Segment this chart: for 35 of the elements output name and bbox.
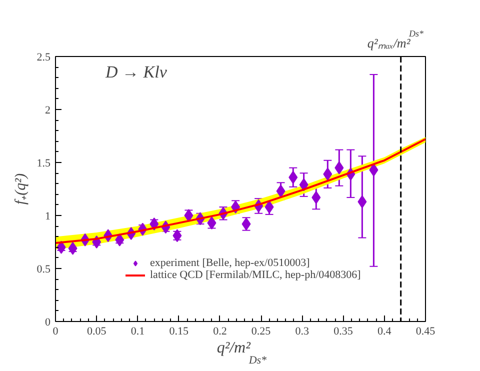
point <box>312 190 321 204</box>
point <box>68 242 78 255</box>
x-tick-label: 0.05 <box>86 326 107 338</box>
x-axis-title: q²/m²Ds* <box>216 340 268 366</box>
x-tick-label: 0.1 <box>130 326 145 338</box>
y-tick-label: 1.5 <box>36 158 51 170</box>
point <box>276 184 286 198</box>
y-tick-label: 2.5 <box>36 52 51 64</box>
x-tick-label: 0.35 <box>334 326 354 338</box>
point <box>288 170 298 184</box>
x-tick-label: 0.4 <box>378 326 392 338</box>
x-tick-label: 0.25 <box>251 326 272 338</box>
point <box>334 161 344 174</box>
point <box>184 209 194 222</box>
y-axis-title: f₊(q²) <box>12 173 29 205</box>
x-tick-label: 0.15 <box>169 326 189 338</box>
ref-line-label: q²ₘₐₓ/m²Ds* <box>367 28 424 50</box>
point <box>358 195 367 208</box>
y-tick-label: 0 <box>45 316 51 328</box>
point <box>115 233 124 246</box>
x-tick-label: 0.2 <box>213 326 227 338</box>
legend-label: lattice QCD [Fermilab/MILC, hep-ph/0408306] <box>150 269 361 281</box>
y-tick-label: 0.5 <box>36 264 51 276</box>
x-tick-label: 0 <box>52 326 59 338</box>
x-tick-label: 0.45 <box>416 326 436 338</box>
point <box>369 163 378 176</box>
point <box>56 240 66 254</box>
y-tick-label: 1 <box>45 210 50 222</box>
x-tick-label: 0.3 <box>295 326 310 338</box>
legend-label: experiment [Belle, hep-ex/0510003] <box>150 257 310 269</box>
point <box>172 229 182 242</box>
annotation: D → Klν <box>104 62 168 82</box>
point <box>207 216 216 230</box>
y-tick-label: 2 <box>45 104 50 116</box>
point <box>323 168 332 181</box>
